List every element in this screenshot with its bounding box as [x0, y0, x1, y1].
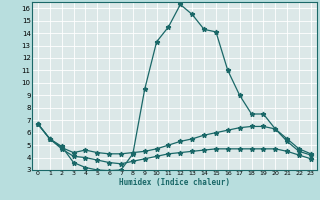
X-axis label: Humidex (Indice chaleur): Humidex (Indice chaleur): [119, 178, 230, 187]
